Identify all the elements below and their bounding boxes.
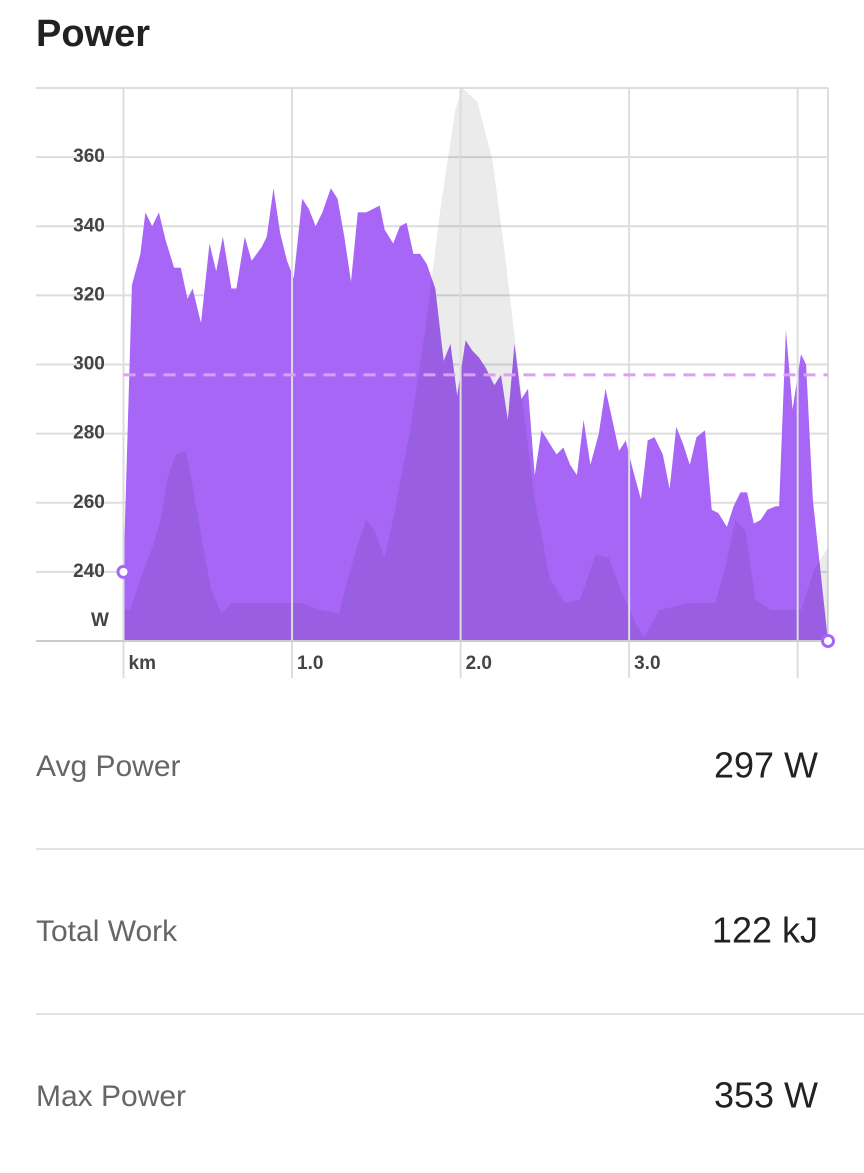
x-tick-label: 3.0 [634,653,660,674]
x-tick-label: 1.0 [297,653,323,674]
stats: Avg Power 297 W Total Work 122 kJ Max Power 3… [36,745,864,1116]
title: Power [36,13,150,55]
stat-label: Avg Power [36,750,181,783]
area [123,188,828,641]
end-marker [116,564,131,579]
y-axis-unit: W [91,610,109,631]
y-tick-label: 320 [73,284,105,305]
y-tick-label: 360 [73,146,105,167]
y-tick-label: 240 [73,561,105,582]
x-tick-label: km [129,653,156,674]
stat-value: 297 W [714,745,818,786]
y-tick-label: 260 [73,492,105,513]
stat-value: 122 kJ [712,910,818,951]
end-marker [821,634,835,648]
chart: 240 260 280 300 320 340 360 Wkm 1.0 2.0 3.0 [36,87,835,678]
area [123,88,828,641]
y-tick-label: 280 [73,423,105,444]
y-tick-label: 340 [73,215,105,236]
stat-value: 353 W [714,1075,818,1116]
stat-label: Max Power [36,1080,186,1113]
y-tick-label: 300 [73,354,105,375]
x-tick-label: 2.0 [466,653,492,674]
stat-label: Total Work [36,915,178,948]
